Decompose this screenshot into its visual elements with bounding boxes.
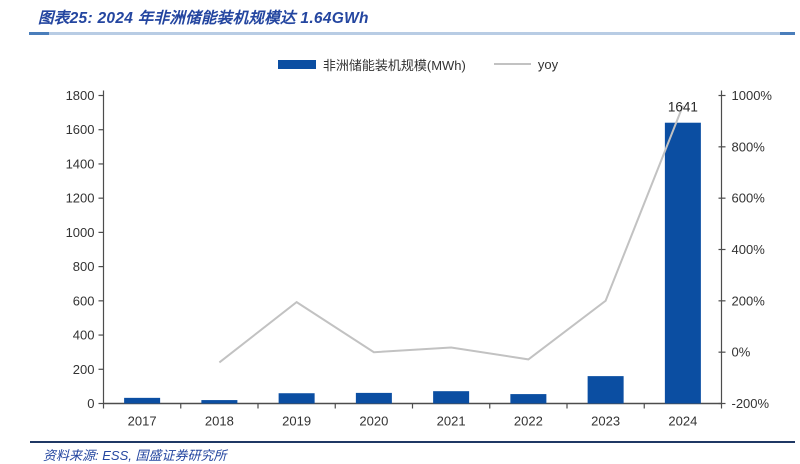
left-axis-tick-label: 1000 xyxy=(66,225,95,240)
left-axis-tick-label: 600 xyxy=(73,293,95,308)
x-axis-label: 2023 xyxy=(591,414,620,429)
left-axis-tick-label: 200 xyxy=(73,362,95,377)
bar-2018 xyxy=(201,400,238,404)
left-axis-tick-label: 800 xyxy=(73,259,95,274)
right-axis-tick-label: 0% xyxy=(732,345,751,360)
left-axis-tick-label: 0 xyxy=(87,396,94,411)
bar-2022 xyxy=(510,394,547,404)
right-axis-tick-label: 600% xyxy=(732,191,766,206)
source-note: 资料来源: ESS, 国盛证券研究所 xyxy=(43,448,227,463)
right-axis-tick-label: 800% xyxy=(732,139,766,154)
bar-2020 xyxy=(355,392,392,404)
x-axis-label: 2019 xyxy=(282,414,311,429)
legend-item-yoy: yoy xyxy=(493,56,559,72)
data-label-2024: 1641 xyxy=(668,100,698,115)
bar-2021 xyxy=(433,391,470,404)
x-axis-label: 2024 xyxy=(668,414,697,429)
bar-2019 xyxy=(278,393,315,404)
x-axis-label: 2017 xyxy=(128,414,157,429)
bar-2017 xyxy=(124,397,161,404)
left-axis-tick-label: 1200 xyxy=(66,191,95,206)
left-axis-tick-label: 1600 xyxy=(66,122,95,137)
footer-rule xyxy=(30,441,795,443)
bar-swatch-icon xyxy=(277,59,316,69)
right-axis-tick-label: 400% xyxy=(732,242,766,257)
yoy-line xyxy=(218,105,684,364)
legend-label-installed-capacity: 非洲储能装机规模(MWh) xyxy=(322,57,466,73)
x-axis-label: 2021 xyxy=(437,414,466,429)
line-swatch-icon xyxy=(493,63,531,65)
rule-left-cap xyxy=(29,32,49,35)
x-axis-label: 2022 xyxy=(514,414,543,429)
right-axis-tick-label: -200% xyxy=(732,396,770,411)
bar-2024 xyxy=(664,122,701,404)
chart-legend: 非洲储能装机规模(MWh) yoy xyxy=(18,55,800,73)
left-axis-tick-label: 400 xyxy=(73,328,95,343)
x-axis-label: 2020 xyxy=(359,414,388,429)
right-axis-tick-label: 200% xyxy=(732,293,766,308)
bar-2023 xyxy=(587,376,624,404)
rule-right-cap xyxy=(780,32,795,35)
legend-label-yoy: yoy xyxy=(537,56,559,72)
right-axis-tick-label: 1000% xyxy=(732,88,773,103)
figure-title: 图表25: 2024 年非洲储能装机规模达 1.64GWh xyxy=(38,10,369,27)
x-axis-label: 2018 xyxy=(205,414,234,429)
legend-item-installed-capacity: 非洲储能装机规模(MWh) xyxy=(277,55,466,74)
left-axis-tick-label: 1800 xyxy=(66,88,95,103)
title-underline-rule xyxy=(29,32,795,35)
left-axis-tick-label: 1400 xyxy=(66,156,95,171)
